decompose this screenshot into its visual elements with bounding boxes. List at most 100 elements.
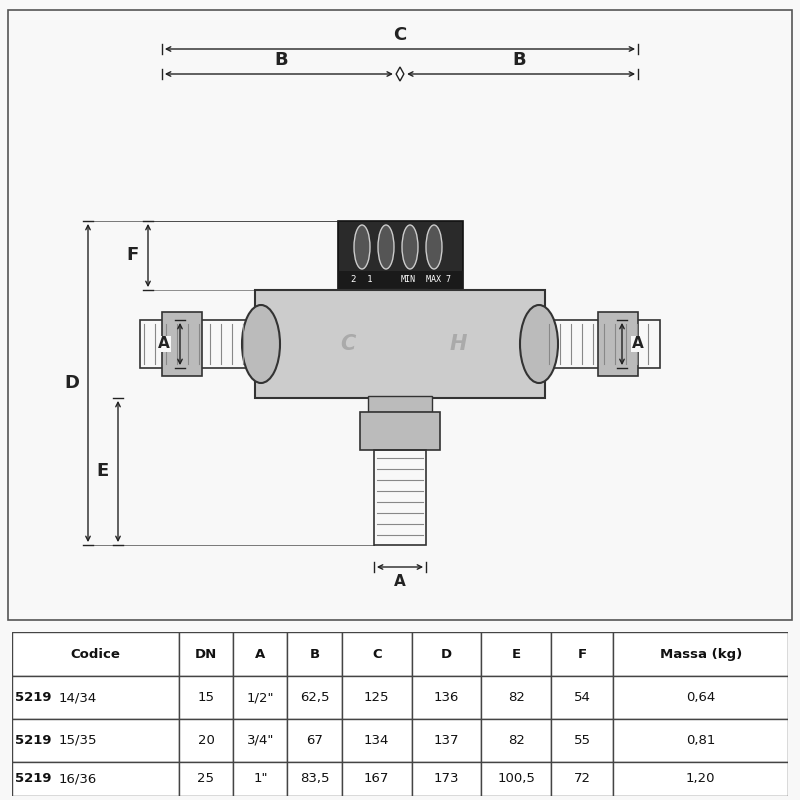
Bar [162,312,202,376]
Bar [287,762,342,796]
Text: 20: 20 [198,734,214,746]
Text: 67: 67 [306,734,323,746]
Bar [338,271,462,289]
Bar [374,450,426,545]
Text: C: C [394,26,406,44]
Text: 5219: 5219 [15,691,52,704]
Text: 16/36: 16/36 [58,772,97,786]
Text: B: B [274,51,288,69]
Text: H: H [450,334,466,354]
Text: E: E [512,648,521,661]
Text: 134: 134 [364,734,390,746]
Text: 2  1: 2 1 [351,275,373,285]
Text: C: C [372,648,382,661]
Ellipse shape [378,225,394,269]
Bar [287,719,342,762]
Bar [614,719,788,762]
Bar [233,632,287,676]
Bar [233,719,287,762]
Text: D: D [65,374,79,392]
Text: 15/35: 15/35 [58,734,97,746]
Bar [372,289,428,305]
Bar [342,719,412,762]
Bar [12,762,179,796]
Text: 167: 167 [364,772,390,786]
Ellipse shape [402,225,418,269]
Bar [179,762,233,796]
Text: 54: 54 [574,691,590,704]
Bar [12,632,179,676]
Bar [338,221,462,289]
Text: 3/4": 3/4" [246,734,274,746]
Bar [287,676,342,719]
Text: Codice: Codice [70,648,120,661]
Bar [12,719,179,762]
Text: 62,5: 62,5 [300,691,330,704]
Bar [342,632,412,676]
Bar [140,320,255,368]
Bar [551,719,614,762]
Bar [614,762,788,796]
Bar [360,412,440,450]
Bar [482,762,551,796]
Bar [368,396,432,412]
Text: 125: 125 [364,691,390,704]
Text: 136: 136 [434,691,459,704]
Text: 1,20: 1,20 [686,772,715,786]
Bar [545,320,660,368]
Text: 5219: 5219 [15,772,52,786]
Bar [551,762,614,796]
Text: MAX 7: MAX 7 [426,275,450,285]
Text: 15: 15 [198,691,214,704]
Text: 83,5: 83,5 [300,772,330,786]
Ellipse shape [242,305,280,383]
Text: 55: 55 [574,734,591,746]
Ellipse shape [354,225,370,269]
Text: MIN: MIN [401,275,415,285]
Text: 5219: 5219 [15,734,52,746]
Text: 173: 173 [434,772,459,786]
Text: E: E [96,462,108,481]
Text: 100,5: 100,5 [498,772,535,786]
Text: C: C [340,334,356,354]
Bar [614,632,788,676]
Bar [412,762,482,796]
Text: B: B [512,51,526,69]
Bar [179,632,233,676]
Text: 72: 72 [574,772,591,786]
Bar [12,676,179,719]
Text: Massa (kg): Massa (kg) [659,648,742,661]
Text: 0,81: 0,81 [686,734,715,746]
Bar [551,676,614,719]
Text: A: A [158,337,170,351]
Bar [342,762,412,796]
Bar [551,632,614,676]
Bar [233,676,287,719]
Text: A: A [394,574,406,589]
Bar [482,676,551,719]
Text: 0,64: 0,64 [686,691,715,704]
Ellipse shape [520,305,558,383]
Bar [287,632,342,676]
Bar [412,719,482,762]
Bar [412,632,482,676]
Bar [233,762,287,796]
Bar [614,676,788,719]
Text: F: F [126,246,138,265]
Bar [598,312,638,376]
Bar [179,676,233,719]
Bar [482,719,551,762]
Bar [342,676,412,719]
Polygon shape [396,67,404,81]
Text: 1/2": 1/2" [246,691,274,704]
Text: D: D [441,648,452,661]
Bar [179,719,233,762]
Text: 137: 137 [434,734,459,746]
Bar [482,632,551,676]
Text: 14/34: 14/34 [58,691,97,704]
Text: DN: DN [195,648,217,661]
Text: 25: 25 [198,772,214,786]
Bar [255,290,545,398]
Text: A: A [255,648,266,661]
Text: 1": 1" [253,772,267,786]
